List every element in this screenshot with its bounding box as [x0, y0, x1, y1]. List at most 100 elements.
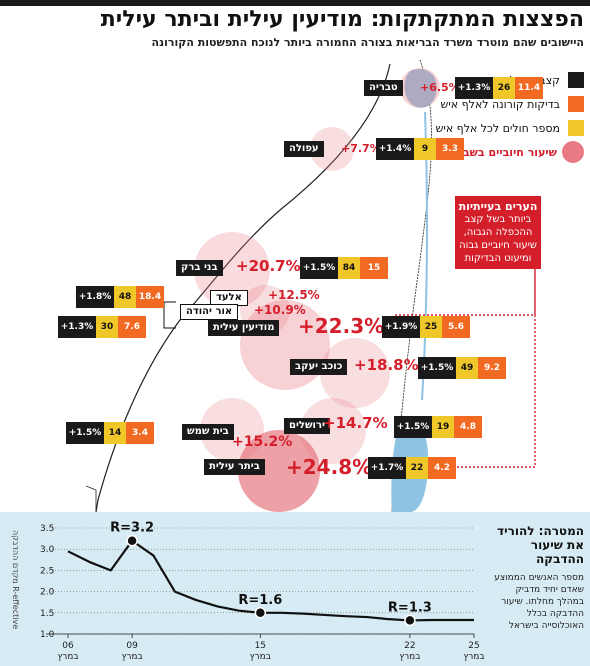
tests-value: 9.2 [478, 357, 506, 379]
trend-value: +1.9% [382, 316, 420, 338]
x-tick-label: 06 [62, 641, 74, 651]
sick-value: 19 [432, 416, 454, 438]
tests-value: 18.4 [136, 286, 164, 308]
legend-swatch-rate [562, 141, 584, 163]
stat-box-kochav-yaakov: +1.5% 49 9.2 [418, 357, 506, 379]
rate-label-kochav-yaakov: +18.8% [354, 356, 419, 374]
tests-value: 15 [360, 257, 388, 279]
town-label-or-yehuda: אור יהודה [180, 304, 239, 320]
town-label-modiin-illit: מודיעין עילית [208, 320, 280, 336]
rate-label-bnei-brak: +20.7% [236, 257, 301, 275]
page-title: הפצצות המתקתקות: מודיעין עילית וביתר עיל… [100, 7, 584, 32]
trend-value: +1.3% [455, 77, 493, 99]
town-label-tiberias: טבריה [364, 80, 403, 96]
trend-value: +1.4% [376, 138, 414, 160]
goal-description: מספר האנשים הממוצע שאדם יחיד מדביק במהלך… [494, 573, 584, 631]
tests-value: 4.8 [454, 416, 482, 438]
r-effective-chart: 1.01.52.02.53.03.506במרץ09במרץ15במרץ22במ… [40, 521, 485, 662]
trend-value: +1.8% [76, 286, 114, 308]
sick-value: 48 [114, 286, 136, 308]
annotation-label: R=1.6 [238, 593, 282, 608]
y-tick-label: 2.5 [40, 566, 54, 576]
x-tick-label: 25 [468, 641, 479, 651]
annotation-label: R=1.3 [388, 600, 432, 615]
town-label-bnei-brak: בני ברק [176, 260, 223, 276]
rate-circle-tiberias [400, 68, 440, 108]
tests-value: 5.6 [442, 316, 470, 338]
legend-swatch-tests [568, 96, 584, 112]
tests-value: 3.4 [126, 422, 154, 444]
y-tick-label: 3.0 [40, 545, 55, 555]
annotation-label: R=3.2 [110, 521, 154, 536]
trend-value: +1.5% [418, 357, 456, 379]
callout-line-beitar [405, 270, 536, 468]
town-label-kochav-yaakov: כוכב יעקב [290, 359, 348, 375]
legend-item: מספר חולים לכל אלף איש [384, 116, 584, 140]
x-tick-month-label: במרץ [121, 652, 142, 662]
sick-value: 25 [420, 316, 442, 338]
stat-box-bnei-brak: +1.5% 84 15 [300, 257, 388, 279]
x-tick-month-label: במרץ [57, 652, 78, 662]
rate-label-tiberias: +6.5% [420, 81, 460, 94]
y-tick-label: 2.0 [40, 588, 55, 598]
stat-box-jerusalem: +1.5% 19 4.8 [394, 416, 482, 438]
stat-box-tiberias: +1.3% 26 11.4 [455, 77, 543, 99]
goal-text-block: המטרה: להוריד את שיעור ההדבקה מספר האנשי… [488, 524, 584, 632]
page-subtitle: היישובים שהם מוטרד משרד הבריאות בצורה הח… [151, 36, 584, 49]
rate-label-afula: +7.7% [341, 142, 381, 155]
town-label-beit-shemesh: בית שמש [182, 424, 234, 440]
legend-swatch-trend [568, 72, 584, 88]
rate-label-jerusalem: +14.7% [323, 414, 388, 432]
trend-value: +1.5% [66, 422, 104, 444]
y-tick-label: 1.0 [40, 630, 55, 640]
sea-of-galilee [404, 69, 437, 108]
sick-value: 14 [104, 422, 126, 444]
town-label-beitar-illit: ביתר עילית [204, 459, 265, 475]
trend-value: +1.3% [58, 316, 96, 338]
trend-value: +1.7% [368, 457, 406, 479]
stat-box-beitar-illit: +1.7% 22 4.2 [368, 457, 456, 479]
y-tick-label: 1.5 [40, 609, 54, 619]
stat-box-beit-shemesh: +1.5% 14 3.4 [66, 422, 154, 444]
stat-box-or-yehuda: +1.3% 30 7.6 [58, 316, 146, 338]
town-label-elad: אלעד [210, 290, 248, 306]
sick-value: 30 [96, 316, 118, 338]
x-tick-label: 15 [255, 641, 266, 651]
rate-label-beitar-illit: +24.8% [286, 455, 373, 479]
annotation-point [404, 614, 416, 627]
tests-value: 3.3 [436, 138, 464, 160]
x-tick-month-label: במרץ [463, 652, 484, 662]
stat-box-afula: +1.4% 9 3.3 [376, 138, 464, 160]
sick-value: 26 [493, 77, 515, 99]
bracket-elad [163, 301, 176, 329]
rate-circle-modiin-illit [240, 300, 330, 390]
tests-value: 4.2 [428, 457, 456, 479]
goal-title: המטרה: להוריד את שיעור ההדבקה [497, 524, 584, 566]
trend-value: +1.5% [394, 416, 432, 438]
trend-value: +1.5% [300, 257, 338, 279]
y-tick-label: 3.5 [40, 524, 54, 534]
callout-line-modiin [395, 230, 536, 316]
legend-swatch-sick [568, 120, 584, 136]
town-label-afula: עפולה [284, 141, 324, 157]
tests-value: 7.6 [118, 316, 146, 338]
annotation-point [126, 534, 138, 547]
rate-label-beit-shemesh: +15.2% [232, 434, 293, 450]
rate-label-or-yehuda: +10.9% [254, 303, 306, 317]
rate-label-modiin-illit: +22.3% [298, 314, 385, 338]
x-tick-label: 09 [126, 641, 138, 651]
chart-y-axis-label: R-effective מקדם ההדבקה [11, 530, 20, 630]
legend-label: מספר חולים לכל אלף איש [435, 121, 560, 135]
sick-value: 84 [338, 257, 360, 279]
x-tick-month-label: במרץ [399, 652, 420, 662]
x-tick-label: 22 [404, 641, 415, 651]
x-tick-month-label: במרץ [250, 652, 271, 662]
rate-label-elad: +12.5% [268, 288, 320, 302]
sick-value: 49 [456, 357, 478, 379]
sick-value: 22 [406, 457, 428, 479]
legend-item: בדיקות קורונה לאלף איש [384, 92, 584, 116]
town-label-jerusalem: ירושלים [284, 418, 330, 434]
callout-text: ביותר בשל קצב ההכפלה הגבוה, שיעור חיוביי… [459, 214, 537, 264]
sick-value: 9 [414, 138, 436, 160]
stat-box-modiin-illit: +1.9% 25 5.6 [382, 316, 470, 338]
